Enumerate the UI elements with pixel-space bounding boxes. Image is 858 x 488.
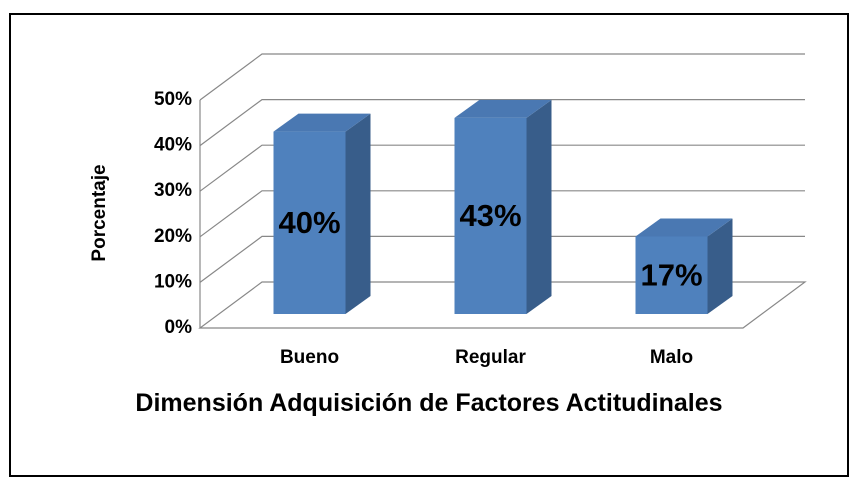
y-tick-label: 50% — [154, 89, 192, 110]
y-axis-label: Porcentaje — [89, 164, 110, 261]
y-tick-label: 40% — [154, 135, 192, 156]
bar — [635, 236, 708, 314]
y-tick-label: 10% — [154, 271, 192, 292]
x-tick-label: Malo — [650, 347, 693, 368]
bar-side — [345, 113, 371, 314]
x-axis-label: Dimensión Adquisición de Factores Actitu… — [135, 389, 723, 417]
y-tick-label: 30% — [154, 180, 192, 201]
bar — [273, 131, 346, 314]
grid-line — [199, 53, 805, 101]
data-label: 43% — [459, 198, 521, 233]
x-tick-label: Regular — [455, 347, 526, 368]
y-tick-label: 20% — [154, 226, 192, 247]
y-tick-label: 0% — [165, 317, 193, 338]
floor — [198, 281, 807, 329]
bar — [454, 117, 527, 314]
bar-side — [526, 99, 552, 314]
data-label: 17% — [640, 257, 702, 292]
grid-line — [199, 98, 805, 147]
bar-top — [635, 218, 733, 237]
data-label: 40% — [278, 205, 340, 240]
bar-top — [273, 113, 371, 132]
bar-side — [707, 218, 733, 314]
grid-line — [199, 190, 805, 238]
x-tick-label: Bueno — [280, 347, 339, 368]
grid-line — [199, 235, 805, 283]
bar-top — [454, 99, 552, 118]
grid-line — [199, 144, 805, 192]
